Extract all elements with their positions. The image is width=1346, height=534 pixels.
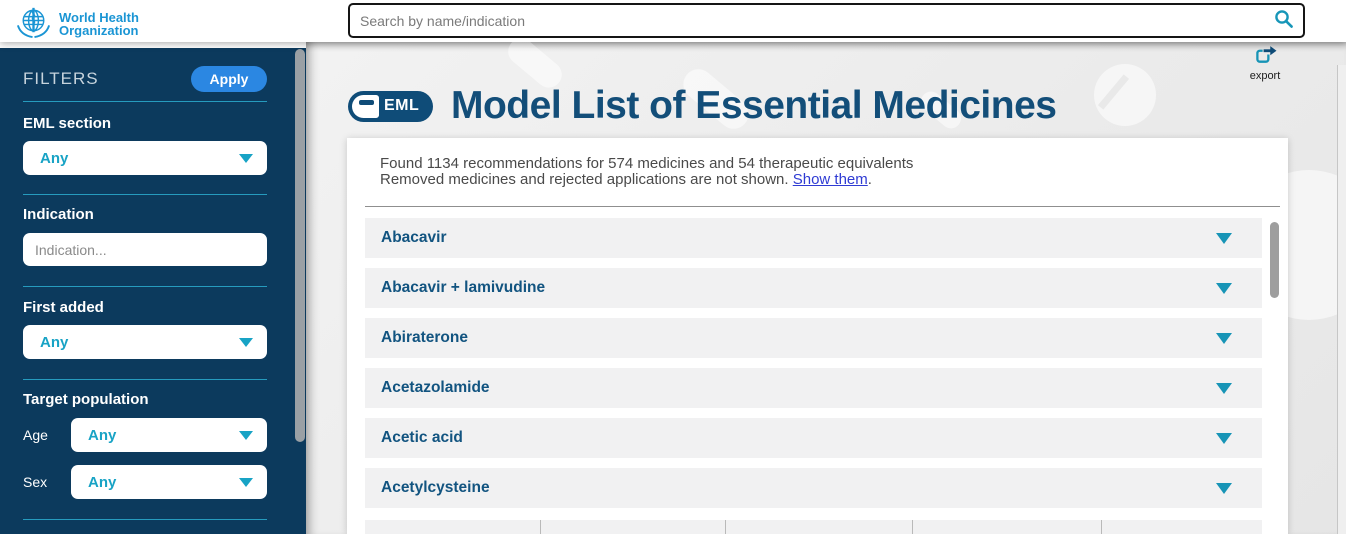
indication-input[interactable] bbox=[23, 233, 267, 266]
column-divider bbox=[540, 520, 541, 534]
expand-chevron-icon[interactable] bbox=[1216, 483, 1232, 494]
indication-label: Indication bbox=[23, 206, 94, 223]
who-logo-line1: World Health bbox=[59, 10, 139, 25]
who-logo-line2: Organization bbox=[59, 23, 139, 38]
chevron-down-icon bbox=[239, 153, 253, 163]
sex-dropdown[interactable]: Any bbox=[71, 465, 267, 499]
first-added-value: Any bbox=[40, 333, 69, 351]
filters-sidebar: FILTERS Apply EML section Any Indication… bbox=[0, 48, 294, 534]
results-card: Found 1134 recommendations for 574 medic… bbox=[347, 138, 1288, 534]
tags-label: Tags bbox=[23, 531, 267, 534]
chevron-down-icon bbox=[239, 477, 253, 487]
expand-chevron-icon[interactable] bbox=[1216, 283, 1232, 294]
eml-badge: EML bbox=[348, 90, 433, 122]
divider bbox=[23, 379, 267, 380]
eml-badge-text: EML bbox=[384, 97, 420, 114]
page-title: Model List of Essential Medicines bbox=[451, 84, 1057, 127]
pill-watermark bbox=[1094, 64, 1156, 126]
capsule-icon bbox=[352, 94, 379, 118]
eml-section-value: Any bbox=[40, 149, 69, 167]
chevron-down-icon bbox=[239, 337, 253, 347]
divider bbox=[23, 194, 267, 195]
who-emblem-icon bbox=[14, 2, 53, 46]
column-divider bbox=[1101, 520, 1102, 534]
main-content: export EML Model List of Essential Medic… bbox=[306, 42, 1346, 534]
export-icon bbox=[1253, 46, 1278, 70]
medicine-name: Acetazolamide bbox=[381, 379, 490, 396]
search-button[interactable] bbox=[1265, 5, 1303, 36]
search-box bbox=[348, 3, 1305, 38]
expand-chevron-icon[interactable] bbox=[1216, 333, 1232, 344]
medicine-name: Abacavir bbox=[381, 229, 447, 246]
eml-section-dropdown[interactable]: Any bbox=[23, 141, 267, 175]
summary-line2: Removed medicines and rejected applicati… bbox=[380, 171, 872, 188]
first-added-label: First added bbox=[23, 299, 104, 316]
magnifier-icon bbox=[1274, 9, 1294, 32]
column-divider bbox=[912, 520, 913, 534]
summary-line1: Found 1134 recommendations for 574 medic… bbox=[380, 155, 914, 172]
apply-button[interactable]: Apply bbox=[191, 66, 267, 92]
medicine-row[interactable]: Abacavir bbox=[365, 218, 1262, 258]
medicine-row[interactable]: Acetazolamide bbox=[365, 368, 1262, 408]
chevron-down-icon bbox=[239, 430, 253, 440]
filters-title: FILTERS bbox=[23, 69, 99, 88]
target-population-label: Target population bbox=[23, 391, 149, 408]
age-label: Age bbox=[23, 427, 48, 443]
export-button[interactable]: export bbox=[1242, 45, 1288, 82]
results-summary: Found 1134 recommendations for 574 medic… bbox=[380, 156, 913, 188]
medicine-name: Acetylcysteine bbox=[381, 479, 490, 496]
capsule-bar bbox=[359, 99, 374, 105]
eml-section-label: EML section bbox=[23, 115, 112, 132]
sidebar-scrollbar[interactable] bbox=[294, 48, 306, 534]
medicine-list: Abacavir Abacavir + lamivudine Abiratero… bbox=[365, 218, 1262, 518]
sex-value: Any bbox=[88, 473, 117, 491]
medicine-name: Acetic acid bbox=[381, 429, 463, 446]
medicine-row-partial[interactable]: Acetylsalicylic acid bbox=[365, 520, 1262, 534]
medicine-row[interactable]: Abiraterone bbox=[365, 318, 1262, 358]
medicine-name: Abiraterone bbox=[381, 329, 468, 346]
top-header: World Health Organization bbox=[0, 0, 1346, 42]
medicine-name: Abacavir + lamivudine bbox=[381, 279, 546, 296]
divider bbox=[23, 286, 267, 287]
divider bbox=[23, 519, 267, 520]
expand-chevron-icon[interactable] bbox=[1216, 383, 1232, 394]
page-scrollbar[interactable] bbox=[1337, 65, 1346, 534]
medicine-row[interactable]: Acetylcysteine bbox=[365, 468, 1262, 508]
search-input[interactable] bbox=[350, 5, 1265, 36]
who-logo[interactable]: World Health Organization bbox=[14, 2, 139, 46]
first-added-dropdown[interactable]: Any bbox=[23, 325, 267, 359]
list-scrollbar-thumb[interactable] bbox=[1270, 222, 1279, 298]
divider bbox=[23, 101, 267, 102]
age-value: Any bbox=[88, 426, 117, 444]
column-divider bbox=[725, 520, 726, 534]
medicine-row[interactable]: Acetic acid bbox=[365, 418, 1262, 458]
export-label: export bbox=[1249, 70, 1281, 82]
expand-chevron-icon[interactable] bbox=[1216, 433, 1232, 444]
sex-label: Sex bbox=[23, 474, 48, 490]
sidebar-scrollbar-thumb[interactable] bbox=[295, 49, 305, 442]
medicine-row[interactable]: Abacavir + lamivudine bbox=[365, 268, 1262, 308]
expand-chevron-icon[interactable] bbox=[1216, 233, 1232, 244]
divider bbox=[365, 206, 1280, 207]
show-them-link[interactable]: Show them bbox=[792, 171, 868, 188]
age-dropdown[interactable]: Any bbox=[71, 418, 267, 452]
